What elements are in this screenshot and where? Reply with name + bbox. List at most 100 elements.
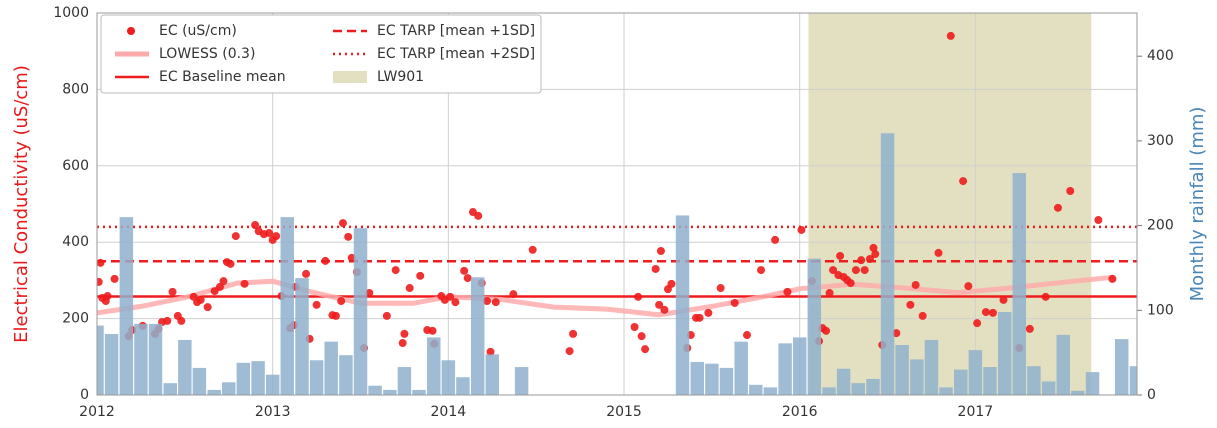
ec-point [398, 339, 407, 348]
rainfall-bar [280, 217, 294, 395]
ec-point [446, 292, 455, 301]
ec-point [344, 232, 353, 241]
ec-point [226, 259, 235, 268]
ec-point [215, 282, 224, 291]
rainfall-bar [309, 360, 324, 395]
rainfall-bar [397, 367, 412, 395]
rainfall-bar [427, 337, 441, 395]
ec-point [338, 219, 347, 228]
ec-point [988, 308, 997, 317]
legend-marker [127, 27, 135, 35]
rainfall-bar [1027, 366, 1041, 395]
rainfall-bar [1071, 390, 1085, 395]
rainfall-bar [148, 323, 163, 395]
ec-point [528, 245, 537, 254]
ec-point [911, 280, 920, 289]
rainfall-bar [910, 359, 924, 395]
rainfall-bar [719, 367, 734, 395]
rainfall-bar [763, 387, 778, 395]
rainfall-bar [368, 385, 382, 395]
ec-point [474, 211, 483, 220]
ec-point [846, 279, 855, 288]
ec-point [103, 292, 112, 301]
ec-point [973, 319, 982, 328]
ec-point [483, 297, 491, 306]
ec-point [716, 284, 725, 293]
rainfall-bar [880, 133, 895, 395]
rainfall-bar [265, 374, 280, 395]
ec-point [825, 289, 834, 298]
rainfall-bar [792, 337, 807, 395]
rainfall-bar [441, 360, 456, 395]
ec-point [651, 264, 660, 273]
ec-point [934, 248, 943, 257]
ec-point [1041, 292, 1050, 301]
lowess-line [97, 274, 1115, 318]
ec-point [771, 235, 780, 244]
ec-point [312, 300, 321, 309]
rainfall-bar [236, 362, 251, 395]
ec-point [97, 258, 105, 267]
x-tick-label: 2014 [431, 404, 467, 420]
rainfall-bar [104, 334, 119, 395]
rainfall-bar [895, 345, 909, 395]
ec-point [981, 308, 990, 317]
ec-point [405, 284, 414, 293]
ec-point [656, 246, 665, 255]
rainfall-bar [836, 368, 851, 395]
rainfall-bar [119, 217, 134, 395]
ec-point [695, 313, 704, 322]
ec-point [463, 274, 472, 283]
ec-point [240, 279, 249, 288]
x-tick-label: 2015 [606, 404, 642, 420]
rainfall-bar [1085, 372, 1100, 395]
rainfall-bar [412, 389, 426, 395]
ec-point [783, 287, 792, 296]
ec-point [959, 177, 968, 186]
rainfall-bar [983, 367, 997, 395]
y2-tick-label: 400 [1147, 48, 1174, 64]
legend-label: EC TARP [mean +1SD] [377, 23, 535, 39]
ec-point [918, 311, 927, 320]
ec-point [196, 295, 205, 304]
span [808, 13, 1092, 395]
ec-point [637, 332, 646, 341]
y2-tick-label: 300 [1147, 133, 1174, 149]
rainfall-bar [456, 377, 470, 395]
ec-point [331, 311, 340, 320]
y-tick-label: 800 [62, 81, 89, 97]
ec-point [391, 266, 400, 275]
ec-point [797, 225, 806, 234]
y-tick-label: 200 [62, 311, 89, 327]
y-tick-label: 0 [80, 387, 89, 403]
ec-point [660, 305, 669, 314]
legend-marker [333, 71, 367, 83]
ec-point [641, 345, 650, 354]
ec-point [491, 298, 500, 307]
rainfall-bar [134, 323, 148, 395]
ec-point [1025, 324, 1034, 333]
legend-label: LW901 [377, 69, 424, 85]
ec-point [97, 277, 103, 286]
ec-point [219, 277, 228, 286]
ec-point [871, 250, 880, 259]
y2-tick-label: 200 [1147, 218, 1174, 234]
legend-label: EC (uS/cm) [159, 23, 237, 39]
ec-point [999, 295, 1008, 304]
rainfall-bar [1114, 339, 1129, 395]
ec-point [400, 329, 409, 338]
ec-point [946, 31, 955, 40]
ec-point [416, 271, 425, 280]
legend-label: LOWESS (0.3) [159, 46, 255, 62]
ec-point [428, 326, 437, 335]
y-tick-label: 400 [62, 234, 89, 250]
ec-point [869, 243, 878, 252]
ec-point [634, 292, 643, 301]
rainfall-bar [485, 354, 500, 395]
ec-point [1066, 187, 1075, 196]
rainfall-bar [353, 228, 368, 395]
rainfall-bar [295, 278, 309, 395]
ec-point [743, 331, 751, 340]
rainfall-bar [851, 383, 865, 395]
